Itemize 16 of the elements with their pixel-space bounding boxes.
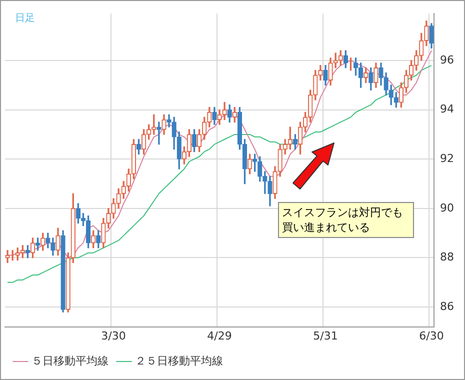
x-tick-label: 4/29	[207, 329, 232, 342]
y-tick-label: 90	[440, 201, 454, 214]
y-tick-label: 92	[440, 152, 454, 165]
y-tick-label: 96	[440, 53, 454, 66]
candlestick	[156, 122, 162, 145]
y-tick-label: 94	[440, 102, 454, 116]
candlestick	[5, 250, 10, 264]
y-tick-label: 88	[440, 250, 454, 264]
x-tick-label: 3/30	[101, 329, 126, 342]
x-tick-label: 6/30	[419, 329, 444, 342]
chart-title: 日足	[15, 12, 35, 25]
x-tick-label: 5/31	[313, 329, 338, 342]
legend-label: ５日移動平均線	[32, 354, 108, 368]
legend-label: ２５日移動平均線	[135, 354, 223, 368]
y-tick-label: 86	[440, 300, 454, 313]
annotation: スイスフランは対円でも買い進まれている	[278, 202, 414, 238]
